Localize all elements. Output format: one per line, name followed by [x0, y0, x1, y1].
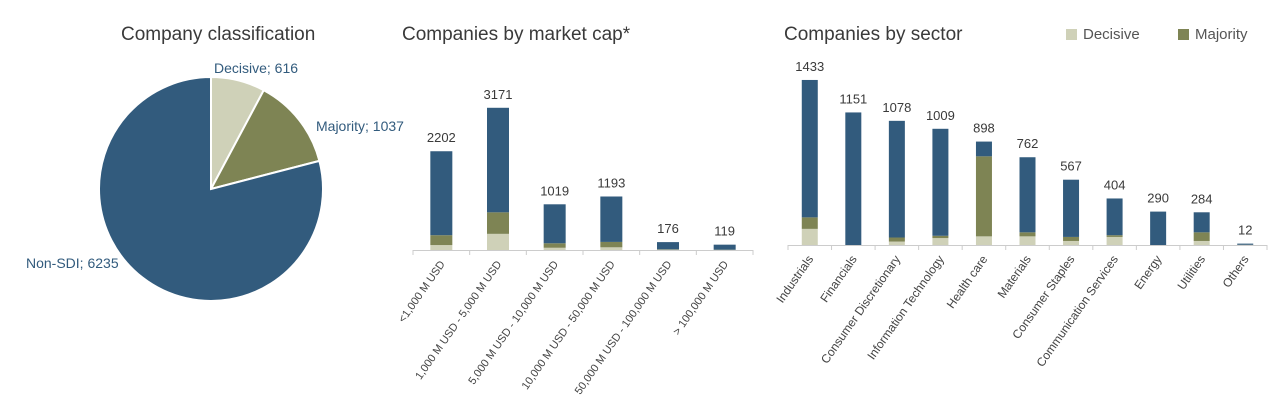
bar-segment-decisive-1-000-m-usd-5-000-m-usd	[487, 233, 509, 250]
x-tick-label-health-care: Health care	[944, 252, 991, 311]
data-label-energy: 290	[1147, 191, 1169, 206]
sector-chart-title: Companies by sector	[784, 24, 963, 45]
data-label-health-care: 898	[973, 121, 995, 136]
data-label-information-technology: 1009	[926, 108, 955, 123]
bar-segment-non-sdi-consumer-staples	[1063, 179, 1080, 237]
bar-segment-decisive-health-care	[975, 236, 992, 245]
bar-segment-non-sdi-communication-services	[1106, 198, 1123, 236]
bar-segment-decisive-materials	[1019, 236, 1036, 245]
market-cap-chart-title: Companies by market cap*	[402, 24, 631, 45]
data-label-utilities: 284	[1191, 191, 1213, 206]
bar-segment-non-sdi-1-000-m-usd	[430, 151, 453, 236]
x-tick-label-information-technology: Information Technology	[864, 253, 947, 362]
bar-segment-decisive-consumer-staples	[1063, 240, 1080, 245]
company-classification-panel: Company classification Decisive; 616 Majo…	[0, 0, 404, 417]
data-label-10-000-m-usd-50-000-m-usd: 1193	[597, 175, 625, 190]
pie-chart-title: Company classification	[121, 24, 316, 45]
data-label-industrials: 1433	[795, 59, 824, 74]
sector-bar-chart: 1433 Industrials 1151 Financials 1078 Consume…	[773, 59, 1268, 370]
bar-segment-non-sdi-financials	[845, 112, 862, 245]
data-label-consumer-discretionary: 1078	[882, 100, 911, 115]
bar-segment-non-sdi-50-000-m-usd-100-000-m-usd	[657, 242, 679, 250]
bar-segment-decisive-utilities	[1193, 240, 1210, 245]
legend-swatch-majority	[1178, 29, 1189, 40]
x-tick-label-50-000-m-usd-100-000-m-usd: 50,000 M USD - 100,000 M USD	[573, 259, 675, 397]
x-tick-label-consumer-discretionary: Consumer Discretionary	[818, 253, 903, 366]
pie-label-non-sdi: Non-SDI; 6235	[26, 255, 119, 271]
data-label-5-000-m-usd-10-000-m-usd: 1019	[540, 183, 569, 198]
legend-item-decisive: Decisive	[1066, 26, 1140, 43]
legend-item-majority: Majority	[1178, 26, 1248, 43]
bar-segment-majority-utilities	[1193, 232, 1210, 241]
data-label-communication-services: 404	[1104, 177, 1126, 192]
bar-segment-non-sdi-1-000-m-usd-5-000-m-usd	[487, 107, 509, 213]
bar-segment-non-sdi-5-000-m-usd-10-000-m-usd	[543, 204, 566, 244]
pie-label-decisive: Decisive; 616	[214, 60, 298, 76]
x-tick-label-100-000-m-usd: > 100,000 M USD	[671, 259, 731, 338]
bar-segment-majority-consumer-discretionary	[888, 237, 905, 242]
sector-panel: Companies by sector Decisive Majority 14…	[760, 0, 1280, 417]
x-tick-label-energy: Energy	[1131, 253, 1164, 292]
x-tick-label-communication-services: Communication Services	[1033, 253, 1121, 370]
bar-segment-non-sdi-utilities	[1193, 212, 1210, 233]
bar-segment-majority-information-technology	[932, 235, 949, 239]
data-label-50-000-m-usd-100-000-m-usd: 176	[657, 221, 679, 236]
bar-segment-majority-1-000-m-usd	[430, 235, 453, 246]
bar-segment-majority-5-000-m-usd-10-000-m-usd	[543, 243, 566, 248]
company-classification-pie-chart: Decisive; 616 Majority; 1037 Non-SDI; 6235	[26, 60, 404, 302]
legend-label-decisive: Decisive	[1083, 26, 1140, 43]
bar-segment-majority-health-care	[975, 156, 992, 237]
bar-segment-non-sdi-consumer-discretionary	[888, 120, 905, 238]
bar-segment-decisive-communication-services	[1106, 236, 1123, 245]
bar-segment-non-sdi-industrials	[801, 79, 818, 218]
data-label-materials: 762	[1017, 136, 1039, 151]
bar-segment-majority-10-000-m-usd-50-000-m-usd	[600, 241, 623, 248]
pie-slice-majority	[209, 88, 321, 191]
pie-slice-non-sdi	[98, 75, 324, 302]
x-tick-label-10-000-m-usd-50-000-m-usd: 10,000 M USD - 50,000 M USD	[520, 259, 618, 392]
data-label-consumer-staples: 567	[1060, 159, 1082, 174]
bar-segment-majority-materials	[1019, 232, 1036, 237]
data-label-1-000-m-usd-5-000-m-usd: 3171	[484, 87, 513, 102]
bar-segment-non-sdi-health-care	[975, 141, 992, 157]
bar-segment-decisive-1-000-m-usd	[430, 245, 453, 250]
bar-segment-decisive-10-000-m-usd-50-000-m-usd	[600, 247, 623, 250]
bar-segment-non-sdi-information-technology	[932, 128, 949, 236]
bar-segment-non-sdi-100-000-m-usd	[713, 244, 736, 250]
bar-segment-majority-1-000-m-usd-5-000-m-usd	[487, 212, 509, 234]
data-label-1-000-m-usd: 2202	[427, 130, 456, 145]
x-tick-label-utilities: Utilities	[1174, 253, 1208, 293]
bar-segment-majority-industrials	[801, 217, 818, 229]
x-tick-label-industrials: Industrials	[773, 253, 816, 306]
x-tick-label-financials: Financials	[817, 253, 859, 305]
data-label-100-000-m-usd: 119	[714, 224, 735, 239]
data-label-financials: 1151	[839, 91, 867, 106]
bar-segment-non-sdi-energy	[1150, 211, 1167, 245]
bar-segment-non-sdi-10-000-m-usd-50-000-m-usd	[600, 196, 623, 242]
bar-segment-non-sdi-others	[1237, 243, 1254, 245]
bar-segment-decisive-5-000-m-usd-10-000-m-usd	[543, 247, 566, 250]
market-cap-panel: Companies by market cap* 2202 <1,000 M US…	[380, 0, 760, 417]
x-tick-label-materials: Materials	[995, 253, 1034, 301]
bar-segment-non-sdi-materials	[1019, 157, 1036, 233]
bar-segment-majority-consumer-staples	[1063, 236, 1080, 241]
legend-swatch-decisive	[1066, 29, 1077, 40]
bar-segment-decisive-industrials	[801, 228, 818, 245]
x-tick-label-1-000-m-usd: <1,000 M USD	[396, 259, 447, 325]
data-label-others: 12	[1238, 223, 1252, 238]
bar-segment-decisive-information-technology	[932, 238, 949, 245]
pie-label-majority: Majority; 1037	[316, 118, 404, 134]
legend-label-majority: Majority	[1195, 26, 1248, 43]
x-tick-label-others: Others	[1220, 253, 1252, 291]
bar-segment-decisive-consumer-discretionary	[888, 241, 905, 245]
bar-segment-majority-communication-services	[1106, 235, 1123, 237]
